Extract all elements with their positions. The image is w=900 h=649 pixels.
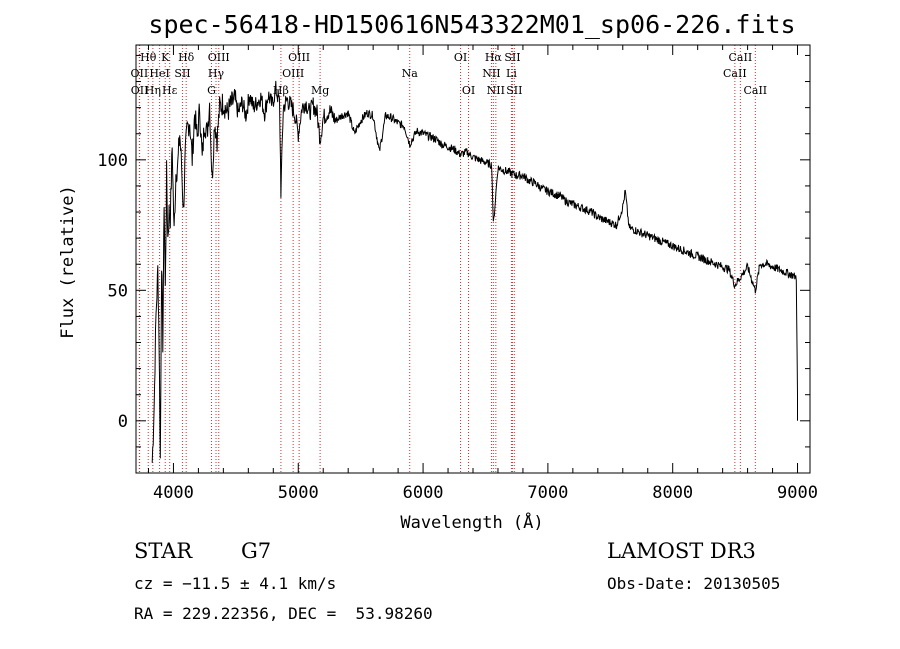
line-marker-label-15: Mg — [311, 84, 329, 97]
object-class: STAR — [134, 539, 193, 563]
x-axis-ticks: 4000 5000 6000 7000 8000 9000 — [147, 45, 818, 503]
series-line-flux — [151, 80, 798, 463]
y-axis-ticks: 0 50 100 — [97, 54, 810, 448]
line-marker-label-13: OIII — [288, 51, 310, 64]
x-tick-label-2: 6000 — [403, 483, 444, 503]
line-marker-label-16: Na — [402, 67, 419, 80]
line-marker-label-18: OI — [462, 84, 475, 97]
y-tick-label-1: 50 — [108, 281, 128, 301]
x-tick-label-5: 9000 — [777, 483, 818, 503]
line-marker-label-24: SII — [506, 84, 522, 97]
x-axis-label: Wavelength (Å) — [400, 511, 543, 533]
line-marker-label-12: Hβ — [273, 84, 289, 97]
line-marker-label-26: CaII — [723, 67, 747, 80]
x-tick-label-4: 8000 — [652, 483, 693, 503]
y-axis-label: Flux (relative) — [58, 185, 78, 339]
x-tick-label-1: 5000 — [278, 483, 319, 503]
line-markers — [138, 45, 756, 473]
line-marker-label-27: CaII — [743, 84, 767, 97]
line-marker-label-5: K — [161, 51, 170, 64]
y-tick-label-0: 0 — [118, 412, 128, 432]
line-marker-label-19: Hα — [485, 51, 503, 64]
line-marker-label-11: G — [207, 84, 216, 97]
object-subclass: G7 — [241, 539, 272, 563]
line-marker-label-23: Li — [506, 67, 517, 80]
line-marker-label-8: Hδ — [178, 51, 195, 64]
line-marker-label-25: CaII — [729, 51, 753, 64]
obs-date-text: Obs-Date: 20130505 — [607, 574, 781, 593]
line-marker-label-1: OII — [131, 67, 149, 80]
line-marker-label-21: NII — [487, 84, 505, 97]
line-marker-label-17: OI — [454, 51, 467, 64]
line-marker-label-9: OIII — [208, 51, 230, 64]
line-marker-label-4: HeI — [149, 67, 169, 80]
x-tick-label-0: 4000 — [153, 483, 194, 503]
chart-title: spec-56418-HD150616N543322M01_sp06-226.f… — [148, 10, 795, 39]
line-marker-label-7: Hε — [162, 84, 178, 97]
line-marker-label-22: SII — [504, 51, 520, 64]
line-marker-label-20: NII — [482, 67, 500, 80]
redshift-text: cz = −11.5 ± 4.1 km/s — [134, 574, 337, 593]
line-marker-label-6: SII — [174, 67, 190, 80]
line-marker-label-10: Hγ — [208, 67, 225, 80]
plot-area — [151, 80, 798, 463]
line-marker-label-2: OII — [131, 84, 149, 97]
line-marker-label-0: Hθ — [140, 51, 157, 64]
coords-text: RA = 229.22356, DEC = 53.98260 — [134, 604, 433, 623]
line-marker-label-3: Hη — [145, 84, 161, 97]
y-tick-label-2: 100 — [97, 151, 128, 171]
survey-name: LAMOST DR3 — [607, 539, 756, 563]
x-tick-label-3: 7000 — [527, 483, 568, 503]
line-marker-label-14: OIII — [282, 67, 304, 80]
